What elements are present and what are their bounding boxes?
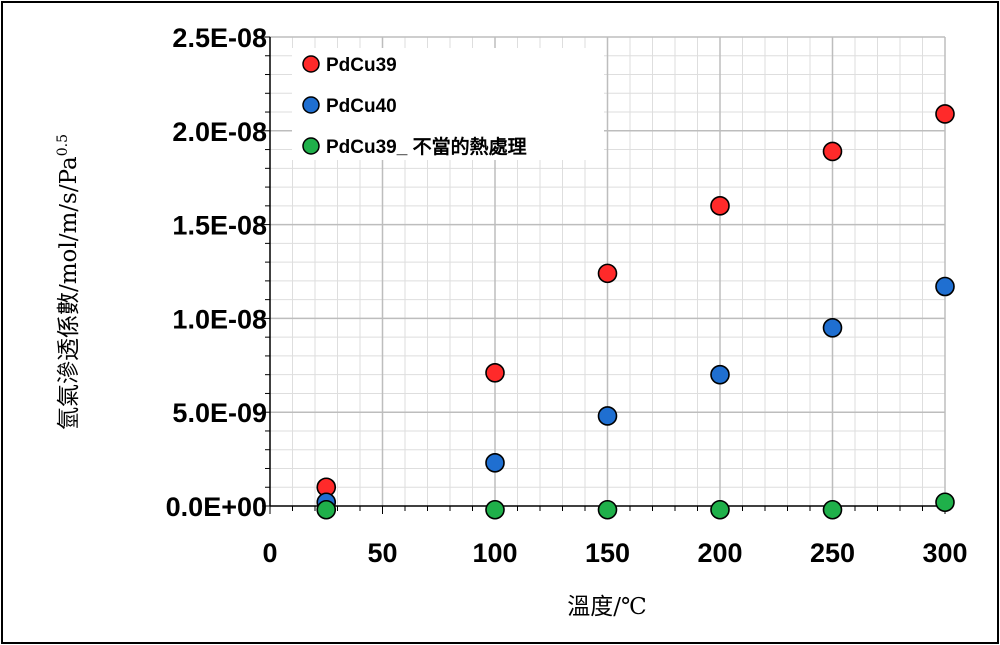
y-tick-label: 5.0E-09 bbox=[172, 398, 267, 428]
data-point bbox=[822, 499, 843, 520]
data-point bbox=[485, 453, 505, 473]
legend-marker bbox=[302, 55, 320, 73]
data-point bbox=[485, 499, 505, 520]
x-tick-label: 300 bbox=[922, 538, 967, 568]
y-tick-label: 1.5E-08 bbox=[172, 211, 267, 241]
x-tick-label: 50 bbox=[367, 538, 397, 568]
x-tick-label: 100 bbox=[472, 538, 517, 568]
data-points bbox=[316, 104, 955, 520]
data-point bbox=[485, 363, 505, 383]
data-point bbox=[935, 276, 955, 297]
data-point bbox=[597, 499, 618, 520]
legend-label: PdCu40 bbox=[326, 96, 397, 117]
y-tick-labels: 0.0E+00 5.0E-09 1.0E-08 1.5E-08 2.0E-08 2.5E-… bbox=[166, 23, 267, 522]
legend-marker bbox=[302, 137, 320, 155]
y-axis-title-main: 氫氣滲透係數/mol/m/s/Pa bbox=[56, 156, 82, 430]
data-point bbox=[710, 196, 730, 216]
y-axis-title: 氫氣滲透係數/mol/m/s/Pa0.5 bbox=[55, 134, 82, 430]
x-tick-label: 0 bbox=[262, 538, 277, 568]
data-point bbox=[597, 263, 618, 284]
x-tick-label: 250 bbox=[810, 538, 855, 568]
y-axis-title-superscript: 0.5 bbox=[55, 134, 71, 156]
data-point bbox=[597, 406, 618, 426]
data-point bbox=[710, 499, 730, 520]
data-point bbox=[316, 499, 337, 520]
data-point bbox=[710, 364, 730, 385]
data-point bbox=[935, 104, 955, 124]
data-point bbox=[822, 317, 843, 338]
legend: PdCu39 PdCu40 PdCu39_ 不當的熱處理 bbox=[292, 48, 604, 160]
data-point bbox=[935, 492, 955, 513]
legend-label: PdCu39 bbox=[326, 55, 397, 76]
legend-label: PdCu39_ 不當的熱處理 bbox=[326, 135, 527, 158]
legend-box bbox=[292, 48, 604, 160]
x-axis-title: 溫度/℃ bbox=[567, 594, 646, 620]
y-tick-label: 2.5E-08 bbox=[172, 23, 267, 53]
data-point bbox=[822, 141, 843, 162]
y-tick-label: 0.0E+00 bbox=[166, 492, 267, 522]
x-tick-labels: 0 50 100 150 200 250 300 bbox=[262, 538, 967, 568]
legend-marker bbox=[302, 96, 320, 114]
x-tick-label: 200 bbox=[697, 538, 742, 568]
y-tick-label: 2.0E-08 bbox=[172, 117, 267, 147]
x-tick-label: 150 bbox=[585, 538, 630, 568]
y-tick-label: 1.0E-08 bbox=[172, 304, 267, 334]
